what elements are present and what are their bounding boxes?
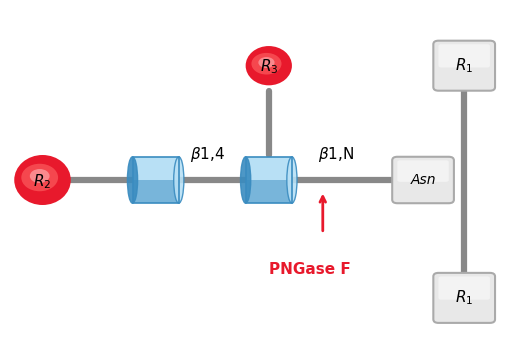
Polygon shape xyxy=(132,180,179,203)
Text: $\beta$1,4: $\beta$1,4 xyxy=(190,145,224,165)
Text: Asn: Asn xyxy=(410,173,436,187)
Text: PNGase F: PNGase F xyxy=(269,262,351,277)
Text: $R_1$: $R_1$ xyxy=(455,288,474,307)
Polygon shape xyxy=(246,180,292,203)
Text: $R_1$: $R_1$ xyxy=(455,56,474,75)
Ellipse shape xyxy=(174,157,184,203)
FancyBboxPatch shape xyxy=(398,160,449,182)
FancyBboxPatch shape xyxy=(438,44,490,67)
Polygon shape xyxy=(132,157,179,180)
Ellipse shape xyxy=(251,53,282,75)
Polygon shape xyxy=(246,157,292,180)
Text: $\beta$1,N: $\beta$1,N xyxy=(317,145,354,165)
Ellipse shape xyxy=(14,155,71,205)
FancyBboxPatch shape xyxy=(392,157,454,203)
Ellipse shape xyxy=(30,169,50,183)
Ellipse shape xyxy=(287,157,297,203)
Ellipse shape xyxy=(21,164,58,191)
Polygon shape xyxy=(132,157,179,203)
FancyBboxPatch shape xyxy=(433,41,495,91)
FancyBboxPatch shape xyxy=(433,273,495,323)
Ellipse shape xyxy=(240,157,251,203)
Polygon shape xyxy=(246,157,292,203)
Ellipse shape xyxy=(258,57,275,68)
Ellipse shape xyxy=(246,46,292,85)
Text: $R_3$: $R_3$ xyxy=(260,58,278,76)
Text: $R_2$: $R_2$ xyxy=(34,172,52,191)
FancyBboxPatch shape xyxy=(438,276,490,300)
Ellipse shape xyxy=(127,157,138,203)
